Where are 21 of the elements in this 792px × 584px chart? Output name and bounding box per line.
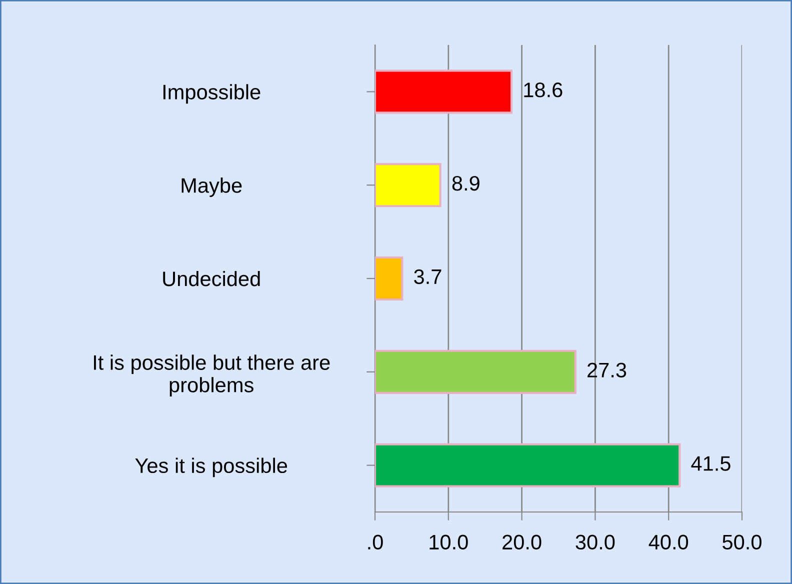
y-tick-label: Undecided — [163, 270, 260, 286]
x-tick-label: 50.0 — [722, 534, 762, 550]
y-tick-label: Maybe — [182, 178, 242, 197]
x-tick-label: 20.0 — [502, 534, 542, 550]
bar — [375, 70, 513, 114]
x-tick-label: 30.0 — [576, 534, 615, 550]
data-label: 3.7 — [414, 269, 442, 284]
y-tick-label: Impossible — [163, 84, 260, 104]
x-tick-label: 40.0 — [648, 534, 688, 550]
y-tick-label: Yes it is possible — [135, 458, 288, 478]
bar — [375, 443, 681, 488]
data-label: 41.5 — [691, 456, 730, 471]
data-label: 27.3 — [588, 362, 626, 378]
x-tick-label: .0 — [368, 534, 383, 550]
data-label: 18.6 — [524, 82, 562, 98]
bar — [375, 163, 442, 208]
bar — [375, 256, 404, 301]
y-tick-label: It is possible but there are problems — [94, 354, 330, 396]
x-tick-label: 10.0 — [430, 534, 468, 550]
data-label: 8.9 — [452, 176, 480, 191]
bar — [375, 350, 576, 394]
